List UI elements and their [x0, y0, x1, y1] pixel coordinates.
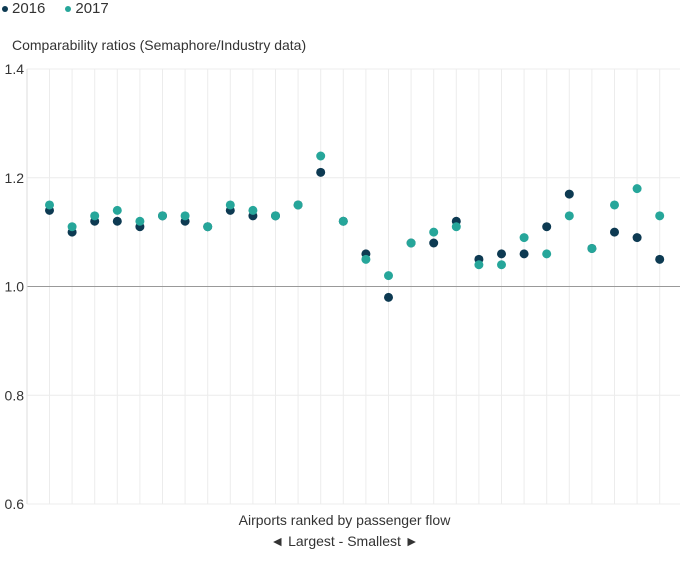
data-point-2016 [542, 222, 552, 232]
data-point-2016 [610, 227, 619, 237]
y-tick-label: 1.4 [5, 61, 25, 77]
data-point-2017 [271, 211, 280, 221]
data-point-2016 [564, 189, 574, 199]
x-axis-title: Airports ranked by passenger flow [238, 512, 451, 528]
data-point-2016 [316, 167, 326, 177]
data-point-2016 [519, 249, 529, 259]
data-point-2017 [497, 260, 506, 270]
data-point-2017 [519, 233, 529, 243]
data-point-2017 [248, 205, 258, 215]
y-tick-label: 1.0 [5, 279, 25, 295]
data-point-2017 [474, 260, 484, 270]
y-tick-label: 0.8 [5, 387, 25, 403]
data-point-2017 [90, 211, 100, 221]
legend-item-2016[interactable]: 2016 [2, 0, 45, 17]
data-point-2016 [429, 238, 439, 248]
arrow-right-icon: ► [404, 533, 419, 549]
data-point-2017 [451, 222, 461, 232]
data-point-2017 [406, 238, 416, 248]
data-point-2017 [158, 211, 167, 221]
data-point-2017 [587, 243, 597, 253]
y-tick-label: 0.6 [5, 496, 25, 512]
data-point-2017 [180, 211, 190, 221]
data-point-2017 [293, 200, 303, 210]
data-point-2017 [655, 211, 665, 221]
data-point-2017 [316, 151, 326, 161]
data-point-2017 [361, 254, 371, 264]
data-point-2016 [384, 292, 393, 302]
legend-item-2017[interactable]: 2017 [65, 0, 109, 17]
data-point-2017 [338, 216, 348, 226]
arrow-left-icon: ◄ [270, 533, 285, 549]
legend-marker [65, 5, 72, 12]
data-point-2017 [225, 200, 235, 210]
data-point-2017 [542, 249, 552, 259]
data-point-2017 [203, 222, 213, 232]
data-point-2017 [384, 271, 393, 281]
y-tick-label: 1.2 [5, 170, 25, 186]
data-point-2017 [429, 227, 439, 237]
data-point-2017 [135, 216, 145, 226]
data-point-2017 [112, 205, 122, 215]
data-point-2017 [564, 211, 574, 221]
data-point-2017 [67, 222, 77, 232]
data-point-2017 [632, 184, 642, 194]
x-axis-subtitle: ◄ Largest - Smallest ► [270, 533, 419, 549]
data-point-2016 [655, 254, 665, 264]
data-point-2017 [610, 200, 619, 210]
legend: 2016 2017 [2, 0, 109, 17]
data-point-2017 [45, 200, 54, 210]
legend-marker [2, 5, 8, 12]
y-axis-title: Comparability ratios (Semaphore/Industry… [12, 37, 307, 53]
data-point-2016 [112, 216, 122, 226]
data-point-2016 [632, 233, 642, 243]
data-point-2016 [497, 249, 506, 259]
